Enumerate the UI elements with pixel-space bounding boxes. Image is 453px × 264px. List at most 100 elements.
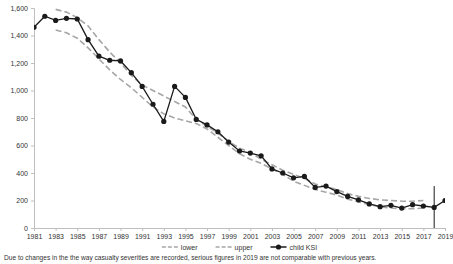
x-tick-mark [77,228,78,231]
data-point [313,185,318,190]
footnote: Due to changes in the the way casualty s… [4,254,377,262]
x-tick: 2013 [373,228,389,240]
data-point [399,205,404,210]
x-tick-mark [337,228,338,231]
plot-area [34,9,445,228]
x-tick-label: 1993 [157,233,173,240]
y-tick-label: 1,000 [10,87,28,94]
x-tick-mark [34,228,35,231]
data-point [259,153,264,158]
data-point [53,18,58,23]
data-point [194,117,199,122]
x-tick-label: 1985 [70,233,86,240]
x-tick-mark [272,228,273,231]
x-tick: 1981 [27,228,43,240]
y-tick: 1,400 [10,32,34,39]
legend-marker [276,244,281,249]
x-tick-label: 2003 [265,233,281,240]
x-tick: 2001 [243,228,259,240]
x-tick-mark [250,228,251,231]
data-point [75,16,80,21]
y-tick-mark [31,173,34,174]
x-tick-mark [423,228,424,231]
data-point [269,166,274,171]
x-tick-label: 2013 [373,233,389,240]
data-point [64,16,69,21]
x-tick-label: 1995 [178,233,194,240]
data-point [334,189,339,194]
x-tick: 1993 [157,228,173,240]
data-point [85,37,90,42]
data-point [432,205,437,210]
x-tick-mark [229,228,230,231]
y-tick-mark [31,118,34,119]
x-tick-label: 1981 [27,233,43,240]
x-tick-label: 1991 [135,233,151,240]
data-point [204,122,209,127]
x-tick: 1991 [135,228,151,240]
y-tick-mark [31,8,34,9]
x-tick-mark [99,228,100,231]
y-tick: 400 [16,170,34,177]
y-tick: 600 [16,142,34,149]
x-tick: 2007 [308,228,324,240]
legend-label: child KSI [290,244,318,251]
data-point [140,84,145,89]
x-tick-label: 2001 [243,233,259,240]
y-tick-mark [31,228,34,229]
y-tick-label: 200 [16,197,28,204]
y-tick-mark [31,146,34,147]
x-tick: 2003 [265,228,281,240]
data-point [345,194,350,199]
legend-swatch [162,246,178,248]
y-tick-mark [31,201,34,202]
y-tick: 0 [24,225,34,232]
x-tick-mark [164,228,165,231]
x-tick-label: 2019 [438,233,453,240]
x-tick: 2017 [416,228,432,240]
data-point [183,95,188,100]
y-tick: 800 [16,115,34,122]
data-point [367,201,372,206]
x-tick: 1995 [178,228,194,240]
x-tick: 1987 [92,228,108,240]
x-tick-label: 1989 [113,233,129,240]
data-point [421,203,426,208]
y-tick-label: 1,400 [10,32,28,39]
x-axis-line [35,229,446,232]
x-tick-label: 1983 [48,233,64,240]
data-point [378,204,383,209]
data-point [129,70,134,75]
y-tick-label: 600 [16,142,28,149]
y-tick-label: 1,200 [10,60,28,67]
x-tick: 2019 [438,228,453,240]
data-point [107,58,112,63]
data-point [237,148,242,153]
data-point [302,174,307,179]
x-tick-mark [380,228,381,231]
x-tick-mark [294,228,295,231]
data-point [356,197,361,202]
y-tick-mark [31,36,34,37]
data-point [118,58,123,63]
x-tick: 1985 [70,228,86,240]
x-tick: 2011 [351,228,366,240]
x-tick: 2005 [286,228,302,240]
legend-item: child KSI [271,244,318,251]
x-tick-label: 2017 [416,233,432,240]
x-tick-label: 1999 [221,233,237,240]
x-tick: 2009 [330,228,346,240]
data-point [161,119,166,124]
x-tick-mark [207,228,208,231]
legend-swatch [216,246,232,248]
x-tick-label: 2011 [351,233,366,240]
x-tick-mark [358,228,359,231]
data-point [34,25,37,30]
x-tick-label: 1997 [200,233,216,240]
y-tick-label: 400 [16,170,28,177]
legend-label: lower [181,244,198,251]
legend-item: upper [216,244,254,252]
x-tick-label: 1987 [92,233,108,240]
x-tick-mark [56,228,57,231]
data-point [42,14,47,19]
